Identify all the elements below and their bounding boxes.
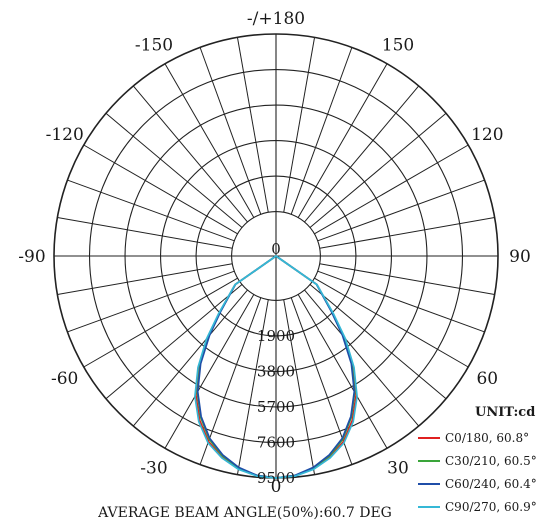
grid-spoke — [319, 263, 495, 296]
legend-entry: C90/270, 60.9° — [445, 500, 537, 514]
ring-label: 3800 — [257, 362, 295, 380]
grid-spoke — [199, 47, 262, 215]
grid-spoke — [57, 216, 233, 249]
grid-spoke — [105, 284, 243, 400]
grid-spoke — [290, 297, 353, 465]
angle-label: -30 — [140, 458, 167, 478]
angle-label: -60 — [51, 369, 78, 389]
ring-label: 7600 — [257, 433, 295, 451]
unit-label: UNIT:cd — [475, 405, 535, 420]
grid-spoke — [67, 179, 235, 242]
grid-spoke — [304, 85, 420, 223]
grid-spoke — [83, 144, 238, 235]
grid-spoke — [83, 277, 238, 368]
ring-label: 1900 — [257, 327, 295, 345]
grid-spoke — [164, 294, 255, 449]
grid-spoke — [319, 216, 495, 249]
angle-label: 0 — [271, 477, 282, 497]
grid-spoke — [236, 299, 269, 475]
ring-label: 5700 — [257, 398, 295, 416]
grid-spoke — [297, 294, 388, 449]
polar-grid — [53, 33, 499, 479]
grid-spoke — [304, 289, 420, 427]
legend-entry: C0/180, 60.8° — [445, 431, 529, 445]
chart-labels: -/+180 150 -150 120 -120 90 -90 60 -60 30 -30 0 0 190… — [18, 9, 531, 497]
ring-label: 9500 — [257, 469, 295, 487]
grid-spoke — [199, 297, 262, 465]
grid-spoke — [309, 284, 447, 400]
grid-spoke — [132, 85, 248, 223]
legend-entry: C60/240, 60.4° — [445, 477, 537, 491]
grid-spoke — [67, 270, 235, 333]
grid-spoke — [132, 289, 248, 427]
grid-spoke — [314, 277, 469, 368]
angle-label: 150 — [382, 36, 414, 56]
grid-spoke — [283, 299, 316, 475]
grid-spoke — [317, 270, 485, 333]
angle-label: -150 — [135, 36, 173, 56]
grid-spoke — [164, 63, 255, 218]
angle-label: -120 — [46, 125, 84, 145]
average-beam-angle: AVERAGE BEAM ANGLE(50%):60.7 DEG — [97, 505, 392, 521]
grid-spoke — [290, 47, 353, 215]
angle-label: 120 — [471, 125, 503, 145]
ring-label: 0 — [271, 240, 281, 258]
grid-spoke — [283, 37, 316, 213]
grid-spoke — [57, 263, 233, 296]
angle-label: 90 — [509, 247, 531, 267]
grid-spoke — [105, 112, 243, 228]
angle-label: -/+180 — [247, 9, 305, 29]
series-curve-3 — [194, 255, 358, 479]
intensity-curves — [194, 255, 358, 479]
legend: UNIT:cd C0/180, 60.8° C30/210, 60.5° C60/2… — [418, 405, 537, 514]
legend-entry: C30/210, 60.5° — [445, 454, 537, 468]
angle-label: 60 — [476, 369, 498, 389]
angle-label: -90 — [18, 247, 45, 267]
grid-spoke — [317, 179, 485, 242]
grid-spoke — [309, 112, 447, 228]
grid-spoke — [297, 63, 388, 218]
grid-spoke — [236, 37, 269, 213]
angle-label: 30 — [387, 458, 409, 478]
grid-spoke — [314, 144, 469, 235]
